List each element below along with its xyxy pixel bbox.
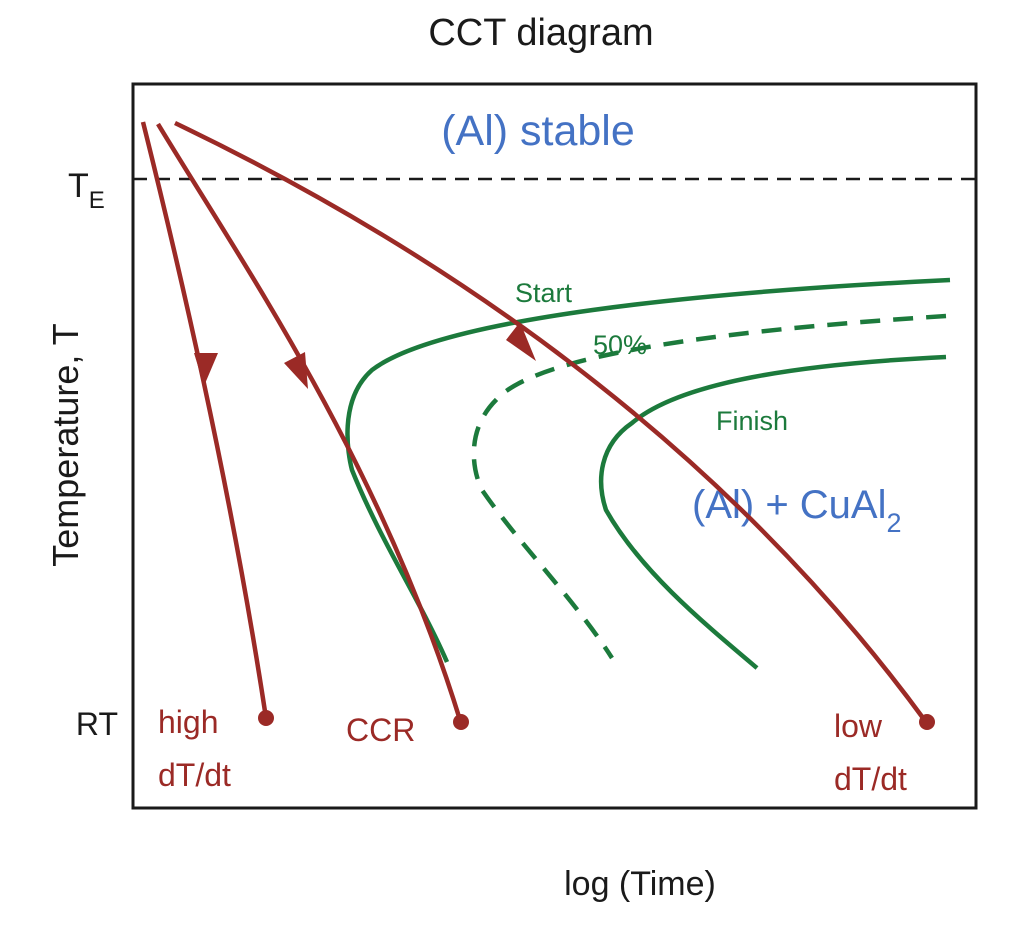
high-rate-label-line2: dT/dt [158, 757, 231, 793]
start-curve [345, 277, 951, 663]
finish-curve-label: Finish [716, 406, 788, 436]
te-tick-label: TE [68, 167, 105, 214]
low-rate-label-line1: low [834, 708, 883, 744]
half-curve [471, 313, 947, 660]
plot-frame [131, 82, 978, 810]
low-rate-end-point [919, 714, 935, 730]
low-rate-label-line2: dT/dt [834, 761, 907, 797]
start-curve-label: Start [515, 278, 573, 308]
ccr-label: CCR [346, 712, 415, 748]
mixture-region-label: (Al) + CuAl2 [692, 483, 902, 538]
high-rate-arrow-icon [194, 353, 218, 386]
ccr-end-point [453, 714, 469, 730]
high-rate-end-point [258, 710, 274, 726]
half-curve-label: 50% [593, 330, 647, 360]
high-rate-label-line1: high [158, 704, 219, 740]
ccr-cooling-curve [156, 122, 463, 721]
stable-region-label: (Al) stable [441, 107, 635, 155]
chart-title: CCT diagram [428, 12, 653, 54]
ccr-arrow-icon [284, 352, 308, 389]
low-rate-cooling-curve [174, 120, 928, 724]
y-axis-label: Temperature, T [45, 323, 86, 566]
x-axis-label: log (Time) [564, 865, 716, 903]
rt-tick-label: RT [76, 706, 118, 742]
finish-curve [598, 354, 947, 670]
low-rate-arrow-icon [506, 322, 536, 361]
